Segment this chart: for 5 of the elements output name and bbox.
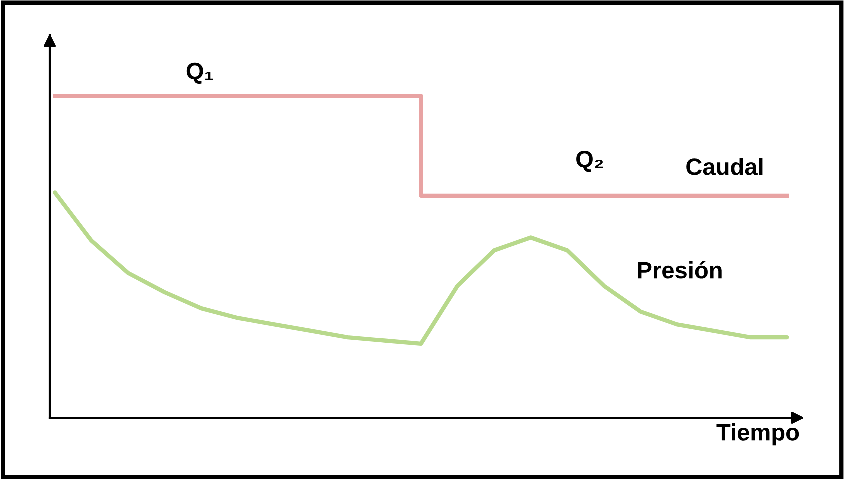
- series-label: Caudal: [686, 158, 763, 176]
- series-label: Presión: [638, 261, 722, 279]
- x-axis-title: Tiempo: [716, 424, 800, 446]
- annotation: Q₂: [576, 151, 604, 172]
- text: Q₁: [186, 62, 214, 84]
